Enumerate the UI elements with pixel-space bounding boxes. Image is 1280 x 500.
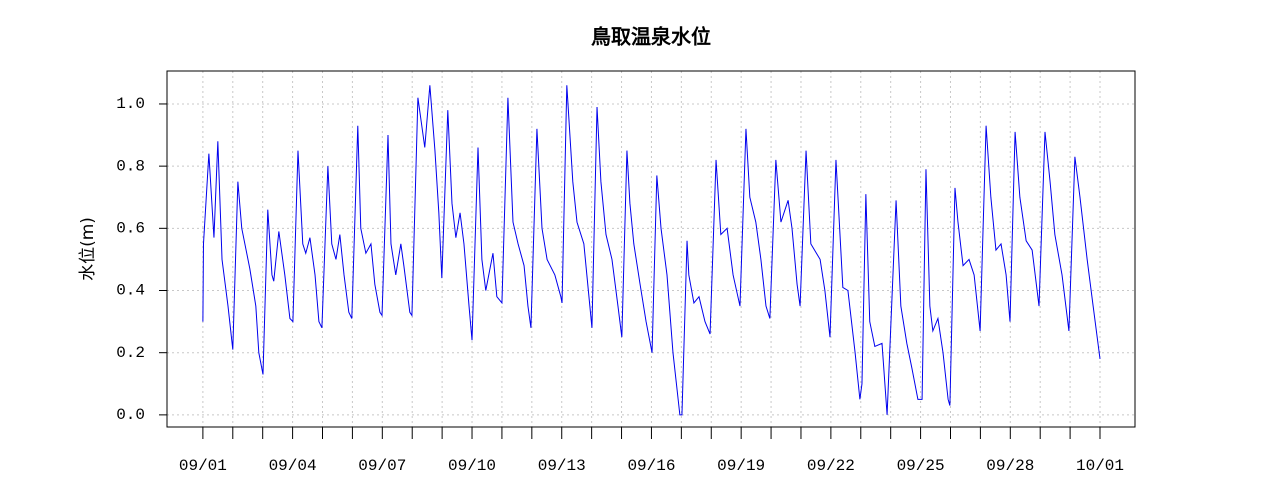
x-tick-label: 09/10 bbox=[448, 457, 496, 475]
x-tick-label: 10/01 bbox=[1076, 457, 1124, 475]
x-tick-label: 09/25 bbox=[897, 457, 945, 475]
data-line bbox=[202, 85, 1101, 416]
x-tick-label: 09/19 bbox=[717, 457, 765, 475]
x-tick-label: 09/07 bbox=[358, 457, 406, 475]
y-tick-label: 0.8 bbox=[116, 157, 145, 175]
x-tick-label: 09/22 bbox=[807, 457, 855, 475]
y-tick-label: 0.6 bbox=[116, 220, 145, 238]
x-tick-label: 09/16 bbox=[627, 457, 675, 475]
x-tick-label: 09/04 bbox=[269, 457, 317, 475]
plot-frame bbox=[166, 70, 1136, 428]
x-tick-label: 09/01 bbox=[179, 457, 227, 475]
y-axis-label: 水位(m) bbox=[78, 217, 98, 281]
x-tick-label: 09/13 bbox=[538, 457, 586, 475]
y-tick-label: 0.4 bbox=[116, 282, 145, 300]
y-tick-label: 0.0 bbox=[116, 406, 145, 424]
y-tick-label: 1.0 bbox=[116, 95, 145, 113]
y-tick-label: 0.2 bbox=[116, 344, 145, 362]
chart-title: 鳥取温泉水位 bbox=[591, 25, 711, 49]
x-tick-label: 09/28 bbox=[986, 457, 1034, 475]
